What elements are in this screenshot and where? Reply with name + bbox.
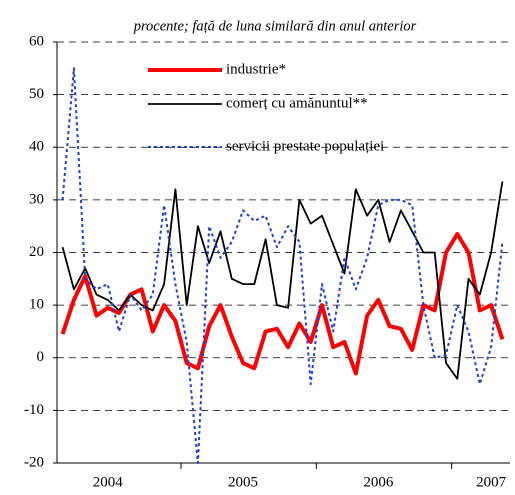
legend-label: industrie*	[226, 61, 286, 77]
legend-label: comerț cu amănuntul**	[226, 95, 368, 111]
y-tick-label: -20	[24, 454, 44, 470]
y-tick-label: 50	[29, 86, 44, 102]
y-tick-label: 0	[37, 349, 45, 365]
data-line	[60, 232, 505, 376]
y-tick-label: 10	[29, 297, 44, 313]
x-tick-label: 2006	[363, 474, 394, 490]
legend-label: servicii prestate populației	[226, 138, 384, 154]
data-line	[61, 67, 504, 464]
chart-subtitle: procente; față de luna similară din anul…	[133, 18, 417, 34]
x-tick-label: 2005	[228, 474, 258, 490]
y-tick-label: 40	[29, 139, 44, 155]
x-tick-label: 2007	[476, 474, 507, 490]
y-tick-label: 20	[29, 244, 44, 260]
y-tick-label: -10	[24, 402, 44, 418]
y-tick-label: 60	[29, 33, 44, 49]
data-line	[61, 181, 504, 380]
y-tick-label: 30	[29, 191, 44, 207]
x-tick-label: 2004	[93, 474, 124, 490]
